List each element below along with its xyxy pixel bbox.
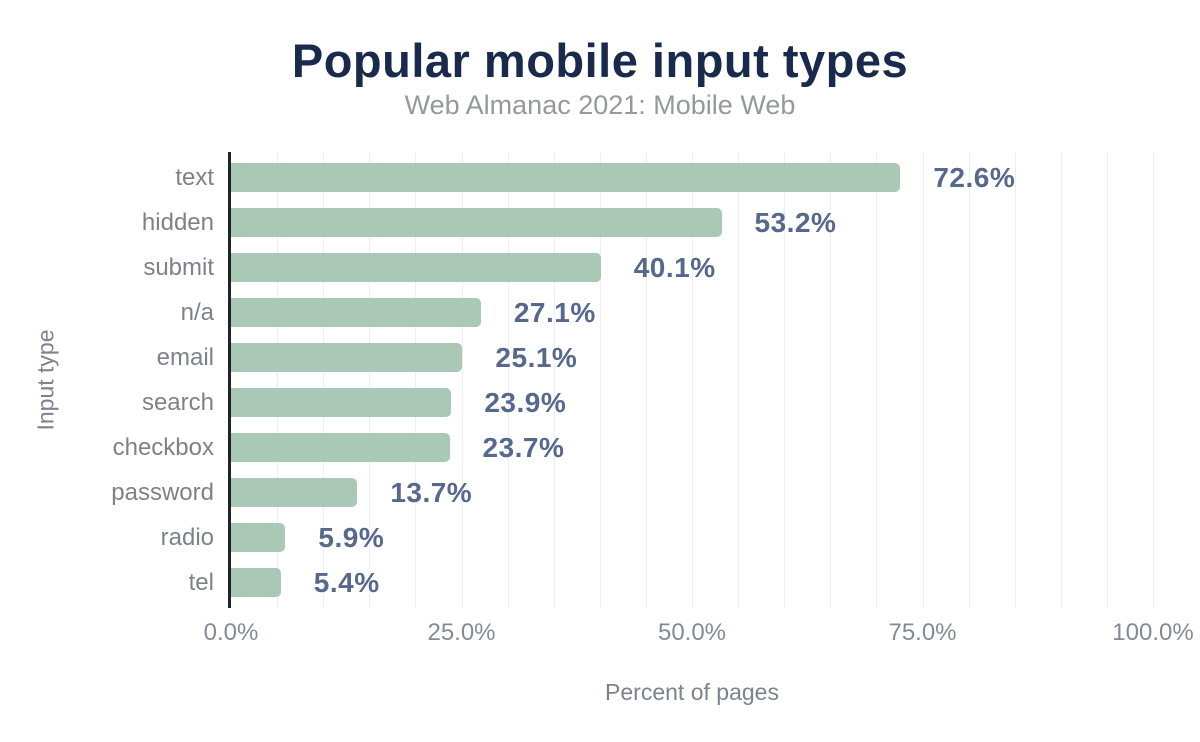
gridline (1014, 152, 1016, 608)
value-label: 53.2% (754, 206, 837, 238)
y-axis-line (228, 152, 231, 608)
bars-container: text 72.6% hidden 53.2% submit 40.1% n/a… (111, 155, 1153, 605)
bar (231, 343, 463, 372)
bar-row: radio 5.9% (161, 515, 1153, 560)
category-label: text (175, 163, 214, 191)
bar-row: submit 40.1% (143, 245, 1153, 290)
bar-row: search 23.9% (142, 380, 1153, 425)
bar (231, 388, 452, 417)
gridline (323, 152, 325, 608)
category-label: n/a (180, 298, 214, 326)
bar-row: email 25.1% (157, 335, 1153, 380)
x-tick-label: 100.0% (1112, 619, 1194, 646)
bar-row: checkbox 23.7% (113, 425, 1153, 470)
gridline (876, 152, 878, 608)
gridline (692, 152, 693, 608)
gridline (1106, 152, 1108, 608)
value-label: 72.6% (933, 161, 1016, 193)
gridline (968, 152, 970, 608)
value-label: 13.7% (390, 476, 473, 508)
gridline (830, 152, 832, 608)
bar (231, 163, 901, 192)
value-label: 5.4% (313, 566, 380, 598)
x-tick-label: 0.0% (203, 619, 259, 646)
category-label: submit (143, 253, 214, 281)
chart-subtitle: Web Almanac 2021: Mobile Web (404, 90, 796, 120)
bar-row: n/a 27.1% (181, 290, 1153, 335)
gridline (553, 152, 555, 608)
category-label: tel (188, 568, 214, 596)
category-label: email (156, 343, 214, 371)
y-axis-title: Input type (32, 329, 59, 431)
bar (231, 253, 601, 282)
gridline (415, 152, 417, 608)
gridlines (231, 152, 1154, 608)
gridline (369, 152, 371, 608)
bar (231, 298, 481, 327)
plot-area: text 72.6% hidden 53.2% submit 40.1% n/a… (111, 152, 1154, 608)
category-label: checkbox (112, 433, 214, 461)
gridline (599, 152, 601, 608)
gridline (1153, 152, 1154, 608)
category-label: hidden (141, 208, 214, 236)
bar-row: hidden 53.2% (142, 200, 1153, 245)
gridline (1060, 152, 1062, 608)
x-tick-label: 25.0% (427, 619, 496, 646)
bar (231, 208, 722, 237)
value-label: 25.1% (495, 341, 578, 373)
gridline (461, 152, 463, 608)
bar-row: text 72.6% (175, 155, 1153, 200)
gridline (922, 152, 924, 608)
chart-title: Popular mobile input types (291, 34, 909, 87)
value-label: 40.1% (633, 251, 716, 283)
value-label: 23.9% (484, 386, 567, 418)
bar (231, 478, 358, 507)
gridline (645, 152, 647, 608)
x-tick-label: 50.0% (657, 619, 727, 646)
bar-row: password 13.7% (111, 470, 1153, 515)
category-label: search (141, 388, 214, 416)
category-label: radio (160, 523, 214, 551)
x-tick-label: 75.0% (888, 619, 957, 646)
category-label: password (111, 478, 214, 506)
gridline (738, 152, 740, 608)
x-axis-title: Percent of pages (605, 679, 779, 705)
value-label: 5.9% (318, 521, 385, 553)
bar (231, 568, 281, 597)
x-axis-ticks: 0.0% 25.0% 50.0% 75.0% 100.0% (204, 619, 1194, 649)
value-label: 27.1% (513, 296, 596, 328)
gridline (507, 152, 509, 608)
gridline (277, 152, 279, 608)
bar (231, 523, 286, 552)
gridline (784, 152, 786, 608)
value-label: 23.7% (482, 431, 565, 463)
bar (231, 433, 450, 462)
bar-row: tel 5.4% (189, 560, 1153, 605)
